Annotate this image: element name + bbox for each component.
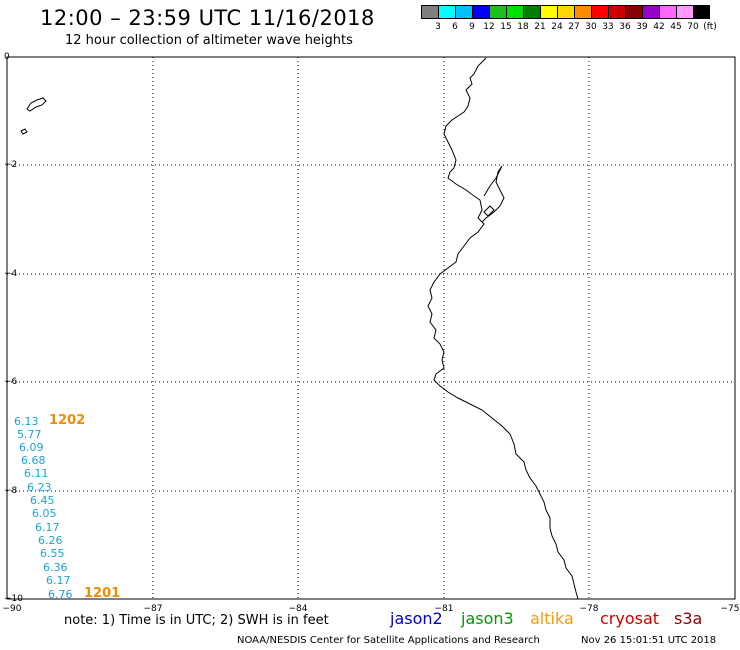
generated-timestamp: Nov 26 15:01:51 UTC 2018 — [581, 635, 717, 646]
x-label-5: −75 — [720, 604, 740, 614]
wave-height-value: 6.05 — [32, 507, 57, 520]
wave-height-value: 6.45 — [30, 494, 55, 507]
x-label-2: −84 — [288, 604, 308, 614]
scale-tick-label: 30 — [585, 22, 597, 32]
x-label-1: −87 — [143, 604, 163, 614]
scale-swatch — [489, 5, 506, 19]
map-subtitle: 12 hour collection of altimeter wave hei… — [65, 33, 353, 48]
scale-swatch — [506, 5, 523, 19]
scale-swatch — [693, 5, 710, 19]
scale-tick-label: 18 — [517, 22, 529, 32]
scale-tick-label: 21 — [534, 22, 546, 32]
satellite-jason2: jason2 — [390, 609, 443, 628]
y-label-0: 0 — [4, 52, 10, 62]
satellite-s3a: s3a — [674, 609, 703, 628]
map-title: 12:00 – 23:59 UTC 11/16/2018 — [40, 6, 375, 30]
scale-swatch — [625, 5, 642, 19]
satellite-altika: altika — [530, 609, 574, 628]
galapagos-island-large — [26, 97, 47, 112]
puna-island — [483, 205, 495, 217]
grid-lines — [7, 57, 735, 599]
x-label-4: −78 — [579, 604, 599, 614]
scale-tick-label: 15 — [500, 22, 512, 32]
y-label-3: −6 — [4, 377, 18, 387]
wave-height-color-scale: 3 6 9 12 15 18 21 24 27 30 33 36 39 42 45 70 (ft) — [421, 5, 740, 34]
scale-unit-label: (ft) — [703, 22, 717, 32]
footer-note: note: 1) Time is in UTC; 2) SWH is in fe… — [64, 613, 329, 628]
scale-swatch — [438, 5, 455, 19]
wave-height-value: 6.55 — [40, 547, 65, 560]
wave-height-value: 6.11 — [24, 467, 49, 480]
color-swatches — [421, 5, 740, 19]
scale-swatch — [608, 5, 625, 19]
scale-swatch — [659, 5, 676, 19]
wave-height-value: 6.76 — [48, 588, 73, 601]
x-label-0: −90 — [2, 604, 22, 614]
credit-text: NOAA/NESDIS Center for Satellite Applica… — [237, 635, 540, 646]
scale-swatch — [472, 5, 489, 19]
gulf-of-guayaquil — [481, 165, 505, 223]
scale-swatch — [591, 5, 608, 19]
credits-line: NOAA/NESDIS Center for Satellite Applica… — [237, 635, 716, 646]
x-label-3: −81 — [434, 604, 454, 614]
scale-tick-label: 39 — [636, 22, 648, 32]
scale-tick-label: 42 — [653, 22, 665, 32]
pass-time-label: 1201 — [84, 586, 121, 601]
wave-height-value: 6.09 — [19, 441, 44, 454]
scale-tick-label: 3 — [435, 22, 441, 32]
scale-tick-label: 70 — [687, 22, 699, 32]
scale-swatch — [523, 5, 540, 19]
scale-tick-label: 24 — [551, 22, 563, 32]
y-label-2: −4 — [4, 269, 18, 279]
scale-swatch — [421, 5, 438, 19]
scale-swatch — [574, 5, 591, 19]
y-label-5: −10 — [4, 594, 23, 604]
wave-height-value: 6.17 — [46, 574, 71, 587]
y-label-4: −8 — [4, 486, 18, 496]
scale-tick-label: 12 — [483, 22, 495, 32]
scale-tick-label: 9 — [469, 22, 475, 32]
map-frame — [6, 56, 736, 600]
scale-swatch — [557, 5, 574, 19]
scale-labels: 3 6 9 12 15 18 21 24 27 30 33 36 39 42 45 70 (ft) — [421, 22, 740, 34]
galapagos-island-small — [20, 128, 28, 135]
coastline — [427, 57, 579, 600]
scale-tick-label: 27 — [568, 22, 580, 32]
wave-height-value: 6.68 — [21, 454, 46, 467]
wave-height-value: 6.13 — [14, 415, 39, 428]
scale-swatch — [642, 5, 659, 19]
wave-height-value: 6.36 — [43, 561, 68, 574]
scale-tick-label: 33 — [602, 22, 614, 32]
pass-time-label: 1202 — [49, 413, 86, 428]
scale-swatch — [540, 5, 557, 19]
wave-height-value: 6.26 — [38, 534, 63, 547]
satellite-jason3: jason3 — [461, 609, 514, 628]
satellite-cryosat: cryosat — [600, 609, 660, 628]
wave-height-value: 5.77 — [17, 428, 42, 441]
y-label-1: −2 — [4, 160, 18, 170]
scale-tick-label: 6 — [452, 22, 458, 32]
wave-height-value: 6.17 — [35, 521, 60, 534]
scale-tick-label: 45 — [670, 22, 682, 32]
scale-tick-label: 36 — [619, 22, 631, 32]
scale-swatch — [676, 5, 693, 19]
wave-height-value: 6.23 — [27, 481, 52, 494]
scale-swatch — [455, 5, 472, 19]
